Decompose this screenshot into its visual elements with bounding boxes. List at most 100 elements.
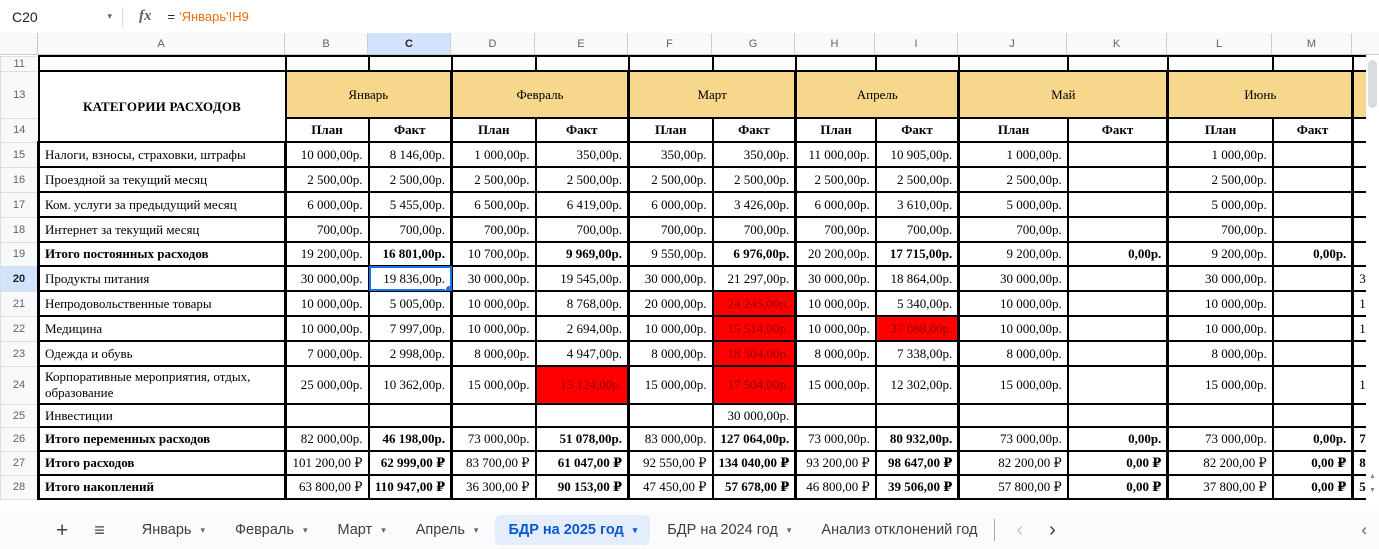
cell-F25[interactable] (627, 403, 714, 428)
cell-K16[interactable] (1066, 166, 1170, 193)
cell-I22[interactable]: 37 088,00р. (874, 315, 961, 342)
row-header-20[interactable]: 20 (0, 265, 39, 292)
cell-C21[interactable]: 5 005,00р. (367, 290, 453, 317)
row-header-13[interactable]: 13 (0, 70, 39, 119)
cell-K28[interactable]: 0,00 ₽ (1066, 474, 1170, 500)
cell-G17[interactable]: 3 426,00р. (711, 191, 798, 218)
cell-G26[interactable]: 127 064,00р. (711, 426, 798, 452)
cell-J25[interactable] (957, 403, 1069, 428)
cell-L20[interactable]: 30 000,00р. (1166, 265, 1274, 292)
cell-I17[interactable]: 3 610,00р. (874, 191, 961, 218)
tab-scroll-right-icon[interactable]: › (1049, 519, 1056, 541)
cell-G19[interactable]: 6 976,00р. (711, 241, 798, 267)
cell-L15[interactable]: 1 000,00р. (1166, 141, 1274, 168)
cell-B27[interactable]: 101 200,00 ₽ (284, 450, 370, 476)
cell-D27[interactable]: 83 700,00 ₽ (450, 450, 537, 476)
row-header-21[interactable]: 21 (0, 290, 39, 317)
cell-L28[interactable]: 37 800,00 ₽ (1166, 474, 1274, 500)
cell-I18[interactable]: 700,00р. (874, 216, 961, 243)
row-header-18[interactable]: 18 (0, 216, 39, 243)
row-header-14[interactable]: 14 (0, 117, 39, 143)
cell-D25[interactable] (450, 403, 537, 428)
cell-B15[interactable]: 10 000,00р. (284, 141, 370, 168)
cell-B19[interactable]: 19 200,00р. (284, 241, 370, 267)
cell-F20[interactable]: 30 000,00р. (627, 265, 714, 292)
cell-row11-empty[interactable] (1271, 55, 1354, 72)
cell-K19[interactable]: 0,00р. (1066, 241, 1170, 267)
cell-D15[interactable]: 1 000,00р. (450, 141, 537, 168)
cell-I24[interactable]: 12 302,00р. (874, 365, 961, 405)
month-header-3[interactable]: Март (627, 70, 798, 119)
grid-corner[interactable] (0, 33, 38, 54)
cell-D24[interactable]: 15 000,00р. (450, 365, 537, 405)
cell-E16[interactable]: 2 500,00р. (534, 166, 630, 193)
cell-G18[interactable]: 700,00р. (711, 216, 798, 243)
row-header-19[interactable]: 19 (0, 241, 39, 267)
cell-G28[interactable]: 57 678,00 ₽ (711, 474, 798, 500)
plan-header-4[interactable]: План (794, 117, 877, 143)
cell-B25[interactable] (284, 403, 370, 428)
column-header-F[interactable]: F (628, 33, 712, 54)
cell-C19[interactable]: 16 801,00р. (367, 241, 453, 267)
cell-row11-empty[interactable] (1066, 55, 1169, 72)
cell-H21[interactable]: 10 000,00р. (794, 290, 877, 317)
cell-K22[interactable] (1066, 315, 1170, 342)
cell-G16[interactable]: 2 500,00р. (711, 166, 798, 193)
fact-header-3[interactable]: Факт (711, 117, 798, 143)
cell-H19[interactable]: 20 200,00р. (794, 241, 877, 267)
month-header-1[interactable]: Январь (284, 70, 453, 119)
cell-L24[interactable]: 15 000,00р. (1166, 365, 1274, 405)
cell-L18[interactable]: 700,00р. (1166, 216, 1274, 243)
column-header-B[interactable]: B (285, 33, 368, 54)
cell-H18[interactable]: 700,00р. (794, 216, 877, 243)
chevron-down-icon[interactable]: ▾ (302, 524, 308, 535)
cell-D18[interactable]: 700,00р. (450, 216, 537, 243)
column-header-M[interactable]: M (1272, 33, 1352, 54)
cell-E26[interactable]: 51 078,00р. (534, 426, 630, 452)
column-header-D[interactable]: D (451, 33, 535, 54)
cell-M20[interactable] (1271, 265, 1355, 292)
category-header-cell[interactable]: КАТЕГОРИИ РАСХОДОВ (37, 70, 287, 143)
row-header-26[interactable]: 26 (0, 426, 39, 452)
cell-B16[interactable]: 2 500,00р. (284, 166, 370, 193)
cell-L16[interactable]: 2 500,00р. (1166, 166, 1274, 193)
chevron-down-icon[interactable]: ▾ (381, 524, 386, 535)
row-header-23[interactable]: 23 (0, 340, 39, 367)
cell-A27[interactable]: Итого расходов (37, 450, 287, 476)
cell-A20[interactable]: Продукты питания (37, 265, 287, 292)
cell-row11-empty[interactable] (367, 55, 453, 72)
cell-L19[interactable]: 9 200,00р. (1166, 241, 1274, 267)
cell-B20[interactable]: 30 000,00р. (284, 265, 370, 292)
cell-K21[interactable] (1066, 290, 1170, 317)
cell-G23[interactable]: 18 504,00р. (711, 340, 798, 367)
cell-M22[interactable] (1271, 315, 1355, 342)
cell-C26[interactable]: 46 198,00р. (367, 426, 453, 452)
cell-E25[interactable] (534, 403, 630, 428)
cell-E22[interactable]: 2 694,00р. (534, 315, 630, 342)
cell-F26[interactable]: 83 000,00р. (627, 426, 714, 452)
cell-K24[interactable] (1066, 365, 1170, 405)
cell-A23[interactable]: Одежда и обувь (37, 340, 287, 367)
cell-K17[interactable] (1066, 191, 1170, 218)
cell-H22[interactable]: 10 000,00р. (794, 315, 877, 342)
cell-J15[interactable]: 1 000,00р. (957, 141, 1069, 168)
cell-J24[interactable]: 15 000,00р. (957, 365, 1069, 405)
cell-H20[interactable]: 30 000,00р. (794, 265, 877, 292)
cell-D19[interactable]: 10 700,00р. (450, 241, 537, 267)
cell-row11-empty[interactable] (37, 55, 287, 72)
cell-F17[interactable]: 6 000,00р. (627, 191, 714, 218)
month-header-6[interactable]: Июнь (1166, 70, 1355, 119)
cell-B17[interactable]: 6 000,00р. (284, 191, 370, 218)
cell-G27[interactable]: 134 040,00 ₽ (711, 450, 798, 476)
cell-G24[interactable]: 17 504,00р. (711, 365, 798, 405)
fact-header-1[interactable]: Факт (367, 117, 453, 143)
cell-M23[interactable] (1271, 340, 1355, 367)
cell-C24[interactable]: 10 362,00р. (367, 365, 453, 405)
plan-header-3[interactable]: План (627, 117, 714, 143)
cell-I27[interactable]: 98 647,00 ₽ (874, 450, 961, 476)
cell-L26[interactable]: 73 000,00р. (1166, 426, 1274, 452)
column-header-L[interactable]: L (1167, 33, 1272, 54)
cell-J27[interactable]: 82 200,00 ₽ (957, 450, 1069, 476)
cell-M17[interactable] (1271, 191, 1355, 218)
cell-J21[interactable]: 10 000,00р. (957, 290, 1069, 317)
